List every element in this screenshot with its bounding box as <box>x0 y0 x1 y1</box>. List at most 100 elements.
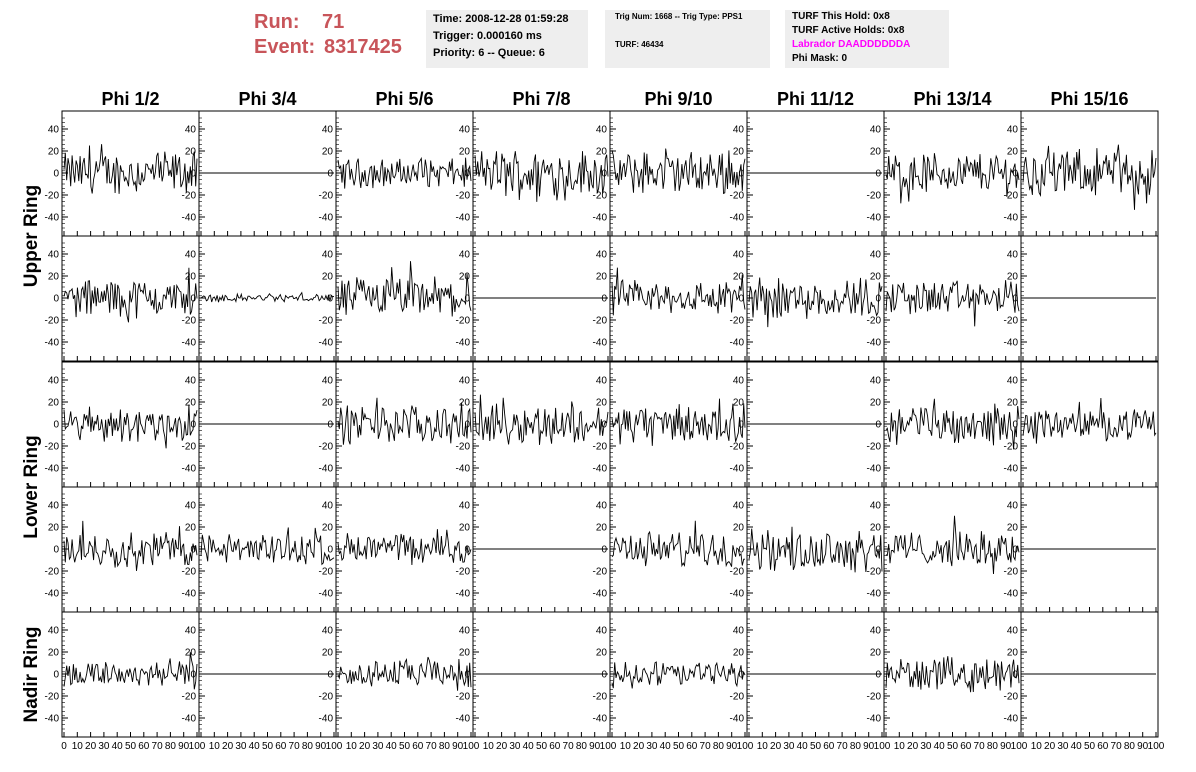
y-tick-label: 20 <box>322 147 334 158</box>
x-tick-label: 90 <box>452 741 464 752</box>
y-tick-label: -20 <box>730 316 745 327</box>
panel-frame <box>746 361 885 488</box>
x-tick-label: 0 <box>61 741 67 752</box>
waveform-trace <box>611 267 746 316</box>
y-tick-label: 40 <box>322 250 334 261</box>
y-tick-label: 0 <box>601 670 607 681</box>
y-tick-label: -20 <box>593 316 608 327</box>
trig-info-box: Trig Num: 1668 -- Trig Type: PPS1 TURF: … <box>605 10 770 68</box>
y-tick-label: 40 <box>48 626 60 637</box>
x-tick-label: 60 <box>960 741 972 752</box>
y-tick-label: 20 <box>733 523 745 534</box>
y-tick-label: 20 <box>596 523 608 534</box>
y-tick-label: 20 <box>870 648 882 659</box>
x-tick-label: 20 <box>222 741 234 752</box>
y-tick-label: -40 <box>593 589 608 600</box>
y-tick-label: -40 <box>319 213 334 224</box>
y-tick-label: -20 <box>182 316 197 327</box>
row-group-label: Upper Ring <box>21 185 42 287</box>
y-tick-label: -40 <box>730 589 745 600</box>
y-tick-label: -20 <box>867 191 882 202</box>
y-tick-label: 40 <box>596 376 608 387</box>
y-tick-label: 20 <box>1007 523 1019 534</box>
x-tick-label: 90 <box>726 741 738 752</box>
y-tick-label: 20 <box>1007 648 1019 659</box>
y-tick-label: 20 <box>733 272 745 283</box>
waveform-trace <box>1022 144 1157 210</box>
waveform-trace <box>885 153 1020 204</box>
x-tick-label: 10 <box>1031 741 1043 752</box>
x-tick-label: 10 <box>620 741 632 752</box>
y-tick-label: 20 <box>596 272 608 283</box>
y-tick-label: 0 <box>464 169 470 180</box>
y-tick-label: 0 <box>53 294 59 305</box>
turf-active-text: TURF Active Holds: 0x8 <box>792 25 905 36</box>
turf-hold-text: TURF This Hold: 0x8 <box>792 11 890 22</box>
y-tick-label: 40 <box>596 501 608 512</box>
y-tick-label: -20 <box>1004 567 1019 578</box>
y-tick-label: 40 <box>185 501 197 512</box>
y-tick-label: -40 <box>182 589 197 600</box>
y-tick-label: -20 <box>45 191 60 202</box>
x-tick-label: 60 <box>412 741 424 752</box>
y-tick-label: 0 <box>53 545 59 556</box>
waveform-trace <box>200 291 335 304</box>
y-tick-label: 40 <box>1007 501 1019 512</box>
waveform-trace <box>63 404 198 449</box>
panel-frame <box>198 486 337 613</box>
x-tick-label: 10 <box>346 741 358 752</box>
waveform-trace <box>885 280 1020 327</box>
y-tick-label: -20 <box>45 567 60 578</box>
y-tick-label: -40 <box>319 589 334 600</box>
y-tick-label: 20 <box>459 398 471 409</box>
y-tick-label: -20 <box>182 442 197 453</box>
y-tick-label: -40 <box>593 213 608 224</box>
y-tick-label: -20 <box>867 316 882 327</box>
y-tick-label: -20 <box>867 442 882 453</box>
y-tick-label: 0 <box>738 670 744 681</box>
y-tick-label: -40 <box>456 338 471 349</box>
trig-num-text: Trig Num: 1668 -- Trig Type: PPS1 <box>615 12 743 21</box>
y-tick-label: -20 <box>1004 316 1019 327</box>
y-tick-label: 40 <box>596 125 608 136</box>
y-tick-label: -20 <box>730 567 745 578</box>
waveform-trace <box>337 529 472 566</box>
y-tick-label: -20 <box>319 191 334 202</box>
y-tick-label: 0 <box>601 420 607 431</box>
x-tick-label: 100 <box>326 741 343 752</box>
y-tick-label: 40 <box>185 626 197 637</box>
y-tick-label: 20 <box>870 398 882 409</box>
y-tick-label: 40 <box>1007 376 1019 387</box>
y-tick-label: 20 <box>459 523 471 534</box>
y-tick-label: 40 <box>870 626 882 637</box>
y-tick-label: -20 <box>456 316 471 327</box>
y-tick-label: 20 <box>1007 398 1019 409</box>
y-tick-label: -20 <box>730 692 745 703</box>
waveform-trace <box>474 151 609 202</box>
y-tick-label: 0 <box>190 169 196 180</box>
y-tick-label: -40 <box>45 464 60 475</box>
y-tick-label: -20 <box>867 692 882 703</box>
y-tick-label: 0 <box>53 670 59 681</box>
x-tick-label: 90 <box>1000 741 1012 752</box>
x-tick-label: 50 <box>1084 741 1096 752</box>
y-tick-label: -40 <box>456 589 471 600</box>
y-tick-label: -20 <box>182 692 197 703</box>
x-tick-label: 40 <box>523 741 535 752</box>
x-tick-label: 30 <box>646 741 658 752</box>
waveform-trace <box>611 148 746 195</box>
x-tick-label: 50 <box>536 741 548 752</box>
panel-frame <box>198 110 337 237</box>
waveform-trace <box>474 394 609 445</box>
x-tick-label: 20 <box>1044 741 1056 752</box>
y-tick-label: 20 <box>185 147 197 158</box>
x-tick-label: 80 <box>302 741 314 752</box>
y-tick-label: -20 <box>319 692 334 703</box>
row-group-label: Lower Ring <box>21 435 42 538</box>
y-tick-label: -40 <box>730 464 745 475</box>
waveform-trace <box>200 527 335 566</box>
column-header: Phi 13/14 <box>913 89 991 109</box>
y-tick-label: 40 <box>322 626 334 637</box>
y-tick-label: 40 <box>459 501 471 512</box>
y-tick-label: 20 <box>596 648 608 659</box>
